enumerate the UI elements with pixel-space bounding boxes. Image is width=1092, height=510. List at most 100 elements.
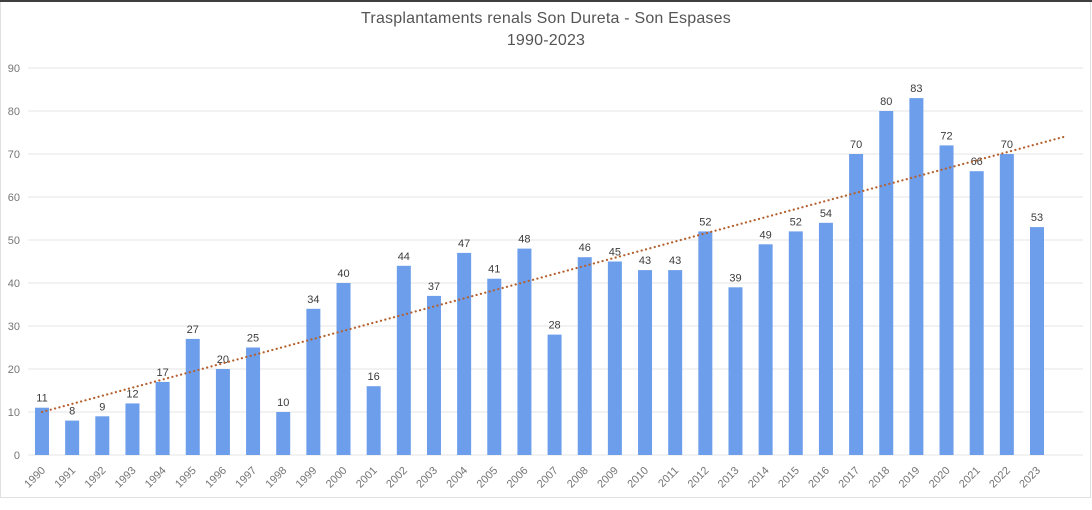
- bar-2004: [457, 252, 472, 455]
- y-axis-tick-90: 90: [8, 63, 20, 75]
- chart-title: Trasplantaments renals Son Dureta - Son …: [361, 10, 731, 27]
- bar-value-label-1996: 20: [217, 354, 229, 366]
- bar-1990: [35, 407, 49, 455]
- x-axis-tick-2020: 2020: [927, 465, 953, 491]
- y-axis-tick-30: 30: [8, 321, 20, 333]
- x-axis-tick-2007: 2007: [535, 465, 561, 491]
- x-axis-tick-1999: 1999: [294, 465, 320, 491]
- bar-value-label-2000: 40: [337, 268, 349, 280]
- x-axis-tick-2009: 2009: [595, 465, 621, 491]
- bar-value-label-2007: 28: [548, 320, 560, 332]
- x-axis-tick-2001: 2001: [354, 465, 380, 491]
- x-axis-tick-1994: 1994: [143, 465, 169, 491]
- bar-2006: [517, 248, 532, 455]
- bar-1996: [215, 369, 230, 455]
- bar-1992: [95, 416, 110, 455]
- bar-value-label-2005: 41: [488, 264, 500, 276]
- bar-2009: [607, 261, 622, 455]
- bar-value-label-2010: 43: [639, 255, 651, 267]
- bar-2002: [396, 265, 411, 455]
- bar-2001: [366, 386, 381, 455]
- x-axis-tick-2014: 2014: [746, 465, 772, 491]
- bar-value-label-1994: 17: [156, 367, 168, 379]
- bar-1997: [246, 347, 261, 455]
- bar-1999: [306, 308, 321, 455]
- bar-value-label-2016: 54: [820, 208, 832, 220]
- x-axis-tick-2021: 2021: [957, 465, 983, 491]
- bar-2010: [638, 270, 653, 455]
- bar-value-label-1991: 8: [69, 406, 75, 418]
- bar-value-label-2006: 48: [518, 234, 530, 246]
- bar-2005: [487, 278, 502, 455]
- x-axis-tick-2019: 2019: [897, 465, 923, 491]
- bar-2003: [426, 295, 441, 455]
- bar-value-label-2023: 53: [1031, 212, 1043, 224]
- x-axis-tick-1996: 1996: [203, 465, 229, 491]
- x-axis-tick-1990: 1990: [22, 465, 48, 491]
- bar-value-label-2009: 45: [609, 247, 621, 259]
- bar-2023: [1030, 227, 1044, 455]
- bar-2008: [577, 257, 592, 455]
- bar-2012: [698, 231, 713, 455]
- bar-value-label-2013: 39: [729, 272, 741, 284]
- bar-value-label-2002: 44: [398, 251, 410, 263]
- bar-2014: [758, 244, 773, 455]
- y-axis-tick-50: 50: [8, 235, 20, 247]
- x-axis-tick-2005: 2005: [475, 465, 501, 491]
- x-axis-tick-1993: 1993: [113, 465, 139, 491]
- x-axis-tick-2000: 2000: [324, 465, 350, 491]
- x-axis-tick-2003: 2003: [414, 465, 440, 491]
- x-axis-tick-2002: 2002: [384, 465, 410, 491]
- x-axis-tick-1991: 1991: [52, 465, 78, 491]
- bar-value-label-1997: 25: [247, 333, 259, 345]
- x-axis-tick-2010: 2010: [625, 465, 651, 491]
- x-axis-tick-1998: 1998: [264, 465, 290, 491]
- x-axis-tick-2006: 2006: [505, 465, 531, 491]
- x-axis-tick-2008: 2008: [565, 465, 591, 491]
- bar-2007: [547, 334, 562, 455]
- x-axis-tick-1992: 1992: [83, 465, 109, 491]
- bar-value-label-2017: 70: [850, 139, 862, 151]
- bar-value-label-2012: 52: [699, 216, 711, 228]
- x-axis-tick-1995: 1995: [173, 465, 199, 491]
- y-axis-tick-40: 40: [8, 278, 20, 290]
- bar-value-label-1993: 12: [126, 388, 138, 400]
- bar-2011: [668, 270, 683, 455]
- bar-value-label-1995: 27: [187, 324, 199, 336]
- bar-1998: [276, 412, 291, 455]
- window-top-edge: [0, 0, 1092, 2]
- bar-value-label-1998: 10: [277, 397, 289, 409]
- bar-1995: [185, 338, 200, 455]
- bar-2000: [336, 283, 351, 455]
- bar-1993: [125, 403, 140, 455]
- bar-value-label-2011: 43: [669, 255, 681, 267]
- x-axis-tick-2004: 2004: [444, 465, 470, 491]
- bar-2013: [728, 287, 743, 455]
- x-axis-tick-2016: 2016: [806, 465, 832, 491]
- y-axis-tick-80: 80: [8, 106, 20, 118]
- bar-2022: [999, 154, 1014, 455]
- x-axis-tick-1997: 1997: [233, 465, 259, 491]
- bar-value-label-1999: 34: [307, 294, 319, 306]
- bar-1994: [155, 381, 170, 455]
- y-axis-tick-0: 0: [14, 450, 20, 462]
- x-axis-tick-2013: 2013: [716, 465, 742, 491]
- x-axis-tick-2018: 2018: [867, 465, 893, 491]
- bar-value-label-2008: 46: [579, 242, 591, 254]
- x-axis-tick-2015: 2015: [776, 465, 802, 491]
- bar-value-label-2018: 80: [880, 96, 892, 108]
- chart-subtitle: 1990-2023: [506, 32, 586, 49]
- trendline: [40, 135, 1066, 414]
- bar-value-label-2022: 70: [1001, 139, 1013, 151]
- bar-value-label-2014: 49: [760, 229, 772, 241]
- bar-2016: [818, 222, 833, 455]
- chart-container: [0, 2, 1091, 498]
- x-axis-tick-2012: 2012: [686, 465, 712, 491]
- bar-2015: [788, 231, 803, 455]
- y-axis-tick-70: 70: [8, 149, 20, 161]
- x-axis-tick-2011: 2011: [656, 465, 681, 490]
- bar-value-label-2003: 37: [428, 281, 440, 293]
- bar-2017: [849, 154, 864, 455]
- y-axis-tick-60: 60: [8, 192, 20, 204]
- bar-value-label-2001: 16: [368, 371, 380, 383]
